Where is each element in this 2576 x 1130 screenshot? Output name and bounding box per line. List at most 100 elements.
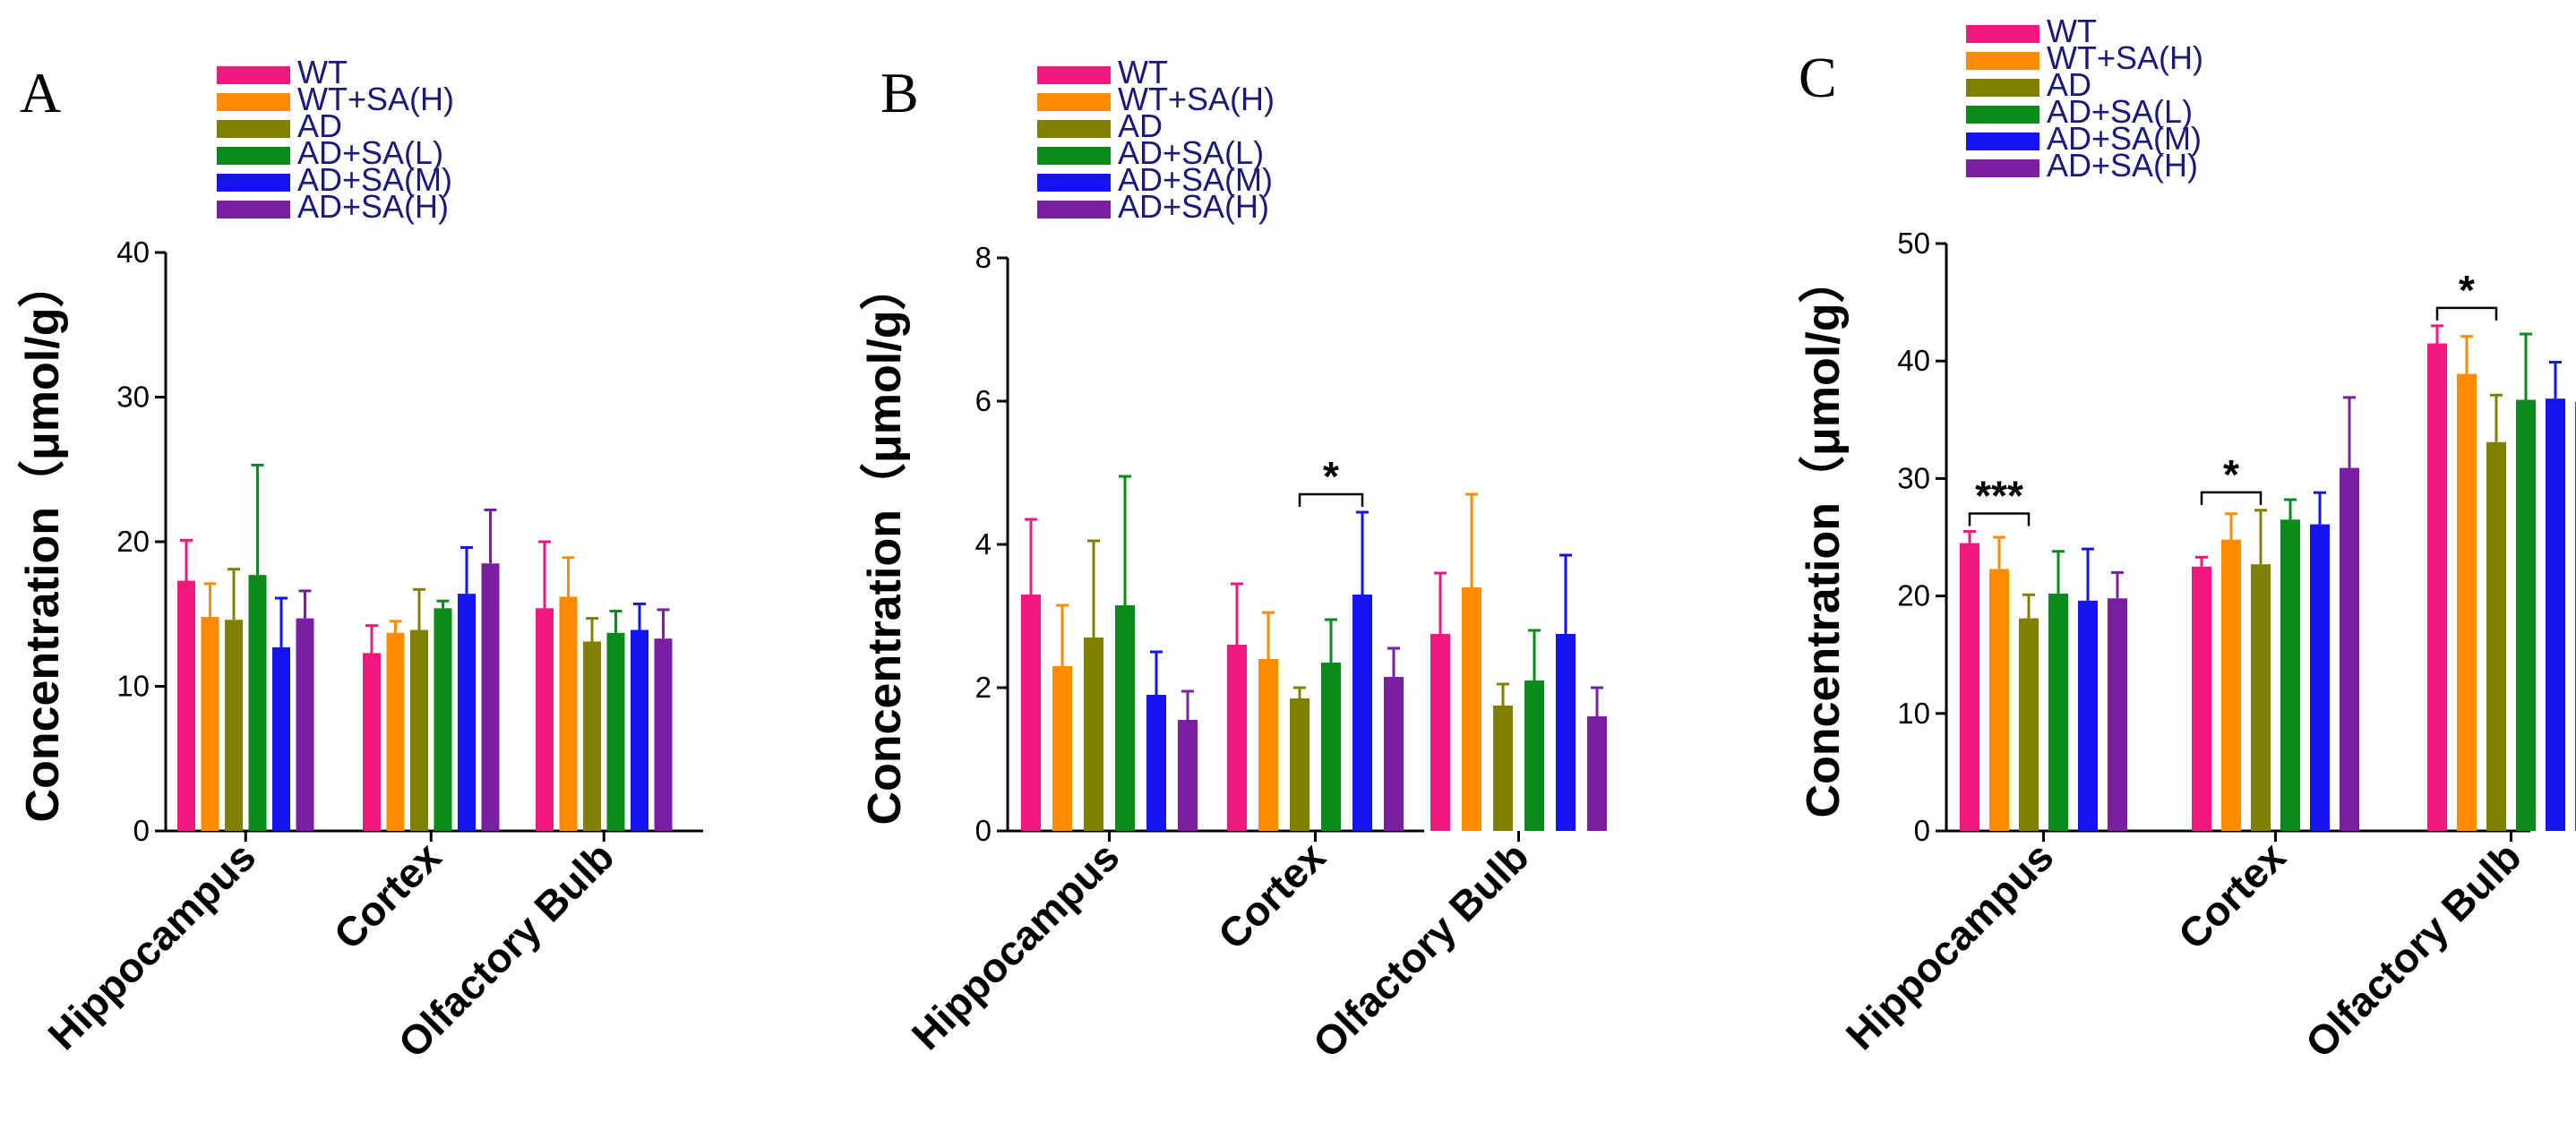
y-tick-label: 8 xyxy=(975,241,992,274)
x-tick-label: Cortex xyxy=(1209,833,1335,958)
significance-label: * xyxy=(2459,267,2475,313)
bar-ad-1 xyxy=(2251,564,2271,831)
legend-swatch xyxy=(217,147,290,165)
bar-ad-sa-l--2 xyxy=(606,632,625,831)
bar-wt-0 xyxy=(1021,595,1041,831)
legend-swatch xyxy=(217,174,290,192)
legend-swatch xyxy=(1966,79,2039,97)
y-tick-label: 40 xyxy=(1897,344,1930,377)
panel-letter: C xyxy=(1799,46,1837,109)
bar-wt-sa-h--1 xyxy=(2221,539,2241,831)
bar-wt-1 xyxy=(363,653,381,831)
bar-ad-sa-l--2 xyxy=(1524,681,1544,831)
x-tick-label: Olfactory Bulb xyxy=(2297,833,2530,1066)
legend-label: WT xyxy=(1118,54,1168,90)
y-tick-label: 0 xyxy=(133,814,150,847)
x-tick-label: Cortex xyxy=(325,833,451,958)
legend-label: AD+SA(H) xyxy=(297,188,449,225)
legend-swatch xyxy=(217,93,290,111)
y-axis-label: Concentration（μmol/g） xyxy=(859,264,911,826)
significance-label: * xyxy=(2223,451,2239,498)
legend-label: WT+SA(H) xyxy=(297,81,454,117)
bar-ad-sa-l--0 xyxy=(2048,593,2068,831)
bar-ad-0 xyxy=(2019,618,2039,831)
bar-ad-2 xyxy=(2486,441,2506,831)
bar-ad-sa-l--1 xyxy=(434,608,452,831)
legend-swatch xyxy=(217,120,290,138)
bar-wt-2 xyxy=(536,608,554,831)
legend-swatch xyxy=(1037,120,1111,138)
significance-bracket xyxy=(1298,492,1364,507)
y-tick-label: 0 xyxy=(1914,814,1930,847)
bar-ad-sa-m--2 xyxy=(2546,398,2565,831)
significance-bracket xyxy=(2435,306,2498,321)
y-tick-label: 0 xyxy=(975,814,992,847)
bar-ad-sa-l--1 xyxy=(2280,519,2300,831)
y-tick-label: 2 xyxy=(975,671,992,704)
legend-swatch xyxy=(1037,147,1111,165)
bar-ad-sa-l--1 xyxy=(1321,663,1341,831)
bar-ad-sa-h--1 xyxy=(1384,677,1404,831)
y-tick-label: 20 xyxy=(116,525,150,558)
bar-wt-sa-h--1 xyxy=(1258,659,1278,831)
bar-wt-1 xyxy=(1227,645,1247,831)
legend-swatch xyxy=(1966,106,2039,124)
bar-ad-sa-m--0 xyxy=(2078,600,2098,831)
y-axis-label: Concentration（μmol/g） xyxy=(1798,257,1850,818)
bar-ad-2 xyxy=(1493,706,1513,831)
bar-ad-1 xyxy=(410,629,428,831)
significance-label: * xyxy=(1323,453,1339,500)
bar-ad-sa-m--2 xyxy=(631,629,648,831)
x-tick-label: Cortex xyxy=(2169,833,2295,958)
y-tick-label: 10 xyxy=(116,670,150,703)
bar-wt-sa-h--2 xyxy=(559,596,578,831)
legend-swatch xyxy=(1037,93,1111,111)
bar-ad-sa-m--2 xyxy=(1556,634,1576,831)
legend-label: AD xyxy=(2047,66,2091,103)
panel-a: A Concentration（μmol/g） 0 10 20 30 40 Hippocamp… xyxy=(17,54,703,1066)
bar-ad-sa-h--1 xyxy=(2340,467,2359,831)
legend-label: AD+SA(L) xyxy=(1118,134,1264,171)
significance-bracket xyxy=(2200,491,2263,505)
bar-ad-0 xyxy=(225,620,243,831)
bar-ad-sa-m--1 xyxy=(2310,524,2330,831)
bar-wt-1 xyxy=(2192,566,2211,831)
bar-ad-2 xyxy=(583,641,601,831)
legend-label: AD+SA(M) xyxy=(1118,161,1273,198)
y-tick-label: 30 xyxy=(116,381,150,414)
bar-wt-0 xyxy=(177,580,195,831)
bar-ad-sa-m--0 xyxy=(272,646,290,831)
legend-label: AD+SA(L) xyxy=(2047,93,2193,130)
y-tick-label: 10 xyxy=(1897,697,1930,730)
legend-swatch xyxy=(217,66,290,84)
legend-label: WT xyxy=(2047,13,2097,49)
bar-ad-1 xyxy=(1290,698,1309,831)
bar-ad-sa-m--0 xyxy=(1146,695,1166,831)
bar-ad-sa-h--0 xyxy=(2108,598,2127,831)
panel-c: C Concentration（μmol/g） 0 10 20 30 40 50 Hippoca… xyxy=(1798,13,2576,1066)
bar-ad-sa-m--1 xyxy=(1352,595,1372,831)
y-tick-label: 20 xyxy=(1897,579,1930,612)
panel-letter: B xyxy=(880,61,919,124)
bar-ad-sa-h--2 xyxy=(1587,716,1607,831)
bar-wt-2 xyxy=(1430,634,1450,831)
bar-wt-0 xyxy=(1960,543,1979,831)
bar-ad-0 xyxy=(1084,638,1103,831)
y-tick-label: 4 xyxy=(975,527,992,561)
legend-swatch xyxy=(1966,25,2039,43)
legend-swatch xyxy=(1037,201,1111,218)
legend-swatch xyxy=(1966,133,2039,150)
legend-swatch xyxy=(1037,66,1111,84)
significance-bracket xyxy=(1968,512,2031,526)
legend-label: AD+SA(L) xyxy=(297,134,443,171)
legend-label: AD+SA(M) xyxy=(297,161,452,198)
legend-label: WT+SA(H) xyxy=(1118,81,1275,117)
legend-swatch xyxy=(217,201,290,218)
y-tick-label: 6 xyxy=(975,384,992,417)
panel-letter: A xyxy=(20,61,61,124)
legend-label: AD xyxy=(1118,107,1163,144)
legend-label: AD+SA(M) xyxy=(2047,120,2202,157)
legend-label: WT xyxy=(297,54,348,90)
bar-ad-sa-h--2 xyxy=(654,638,673,831)
